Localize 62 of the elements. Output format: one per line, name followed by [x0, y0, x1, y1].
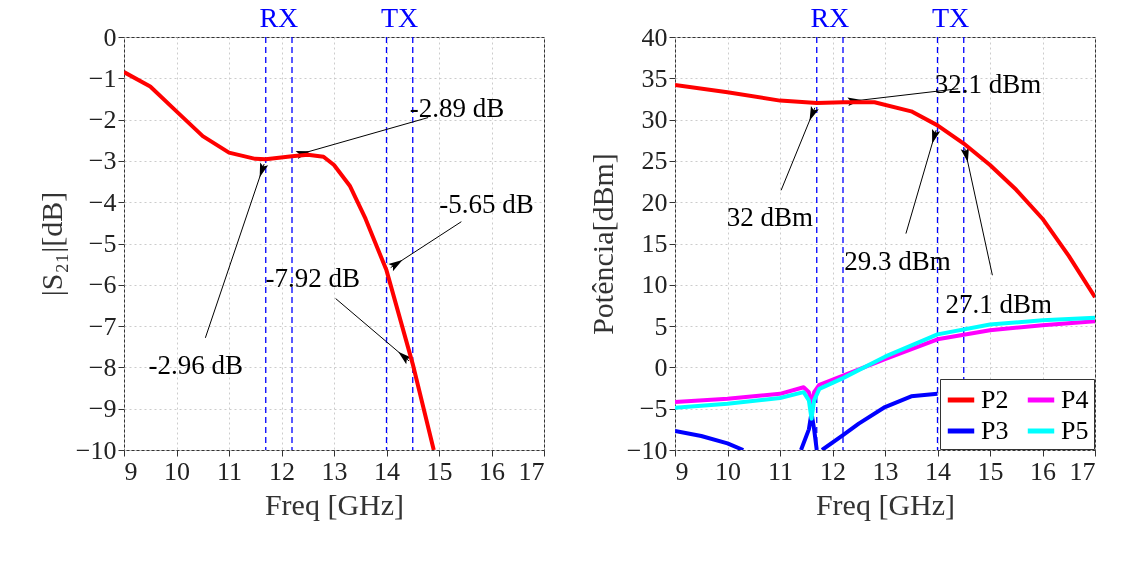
annotation: -7.92 dB — [265, 263, 360, 294]
y-tick-label: −10 — [75, 435, 117, 465]
x-tick-label: 10 — [164, 456, 190, 486]
x-tick-label: 11 — [216, 456, 243, 486]
y-tick-label: −10 — [626, 435, 668, 465]
y-tick-label: −6 — [88, 270, 117, 300]
text: RX — [810, 2, 850, 33]
annotation: 27.1 dBm — [945, 288, 1053, 319]
x-axis-title: Freq [GHz] — [815, 487, 956, 521]
annotation: -2.89 dB — [409, 93, 505, 124]
x-tick-label: 12 — [269, 456, 295, 486]
x-axis-title: Freq [GHz] — [264, 487, 405, 521]
text: TX — [931, 2, 970, 33]
x-tick-label: 17 — [1069, 456, 1096, 486]
y-tick-label: 40 — [641, 22, 668, 52]
y-tick-label: −3 — [88, 146, 117, 176]
y-tick-label: 0 — [654, 352, 668, 382]
y-axis-title: Potência[dBm] — [585, 153, 619, 335]
x-tick-label: 10 — [715, 456, 741, 486]
x-tick-label: 14 — [374, 456, 400, 486]
x-tick-label: 14 — [925, 456, 951, 486]
annotation: -5.65 dB — [439, 189, 534, 220]
x-tick-label: 16 — [479, 456, 505, 486]
text: TX — [380, 2, 419, 33]
legend-label: P3 — [981, 416, 1009, 445]
line-series — [675, 319, 1095, 407]
x-tick-label: 9 — [124, 456, 138, 486]
x-tick-label: 15 — [977, 456, 1004, 486]
x-tick-label: 11 — [767, 456, 794, 486]
x-tick-label: 13 — [321, 456, 348, 486]
x-tick-label: 12 — [820, 456, 846, 486]
annotation: 32 dBm — [726, 202, 813, 233]
x-tick-label: 9 — [675, 456, 689, 486]
y-tick-label: 5 — [654, 311, 668, 341]
y-tick-label: 30 — [641, 105, 668, 135]
line-series — [675, 315, 1095, 421]
y-tick-label: 35 — [641, 63, 668, 93]
x-tick-label: 15 — [426, 456, 453, 486]
y-tick-label: 10 — [641, 270, 668, 300]
text: RX — [259, 2, 299, 33]
legend-label: P2 — [981, 385, 1009, 414]
y-tick-label: −4 — [88, 187, 117, 217]
y-tick-label: −7 — [88, 311, 117, 341]
y-tick-label: 20 — [641, 187, 668, 217]
annotation: -2.96 dB — [148, 350, 243, 381]
y-tick-label: −5 — [88, 229, 117, 258]
y-axis-title: |S₂₁|[dB] — [34, 191, 68, 297]
y-tick-label: −8 — [88, 352, 117, 382]
y-tick-label: −2 — [88, 105, 117, 135]
x-tick-label: 13 — [872, 456, 899, 486]
x-tick-label: 17 — [518, 456, 545, 486]
legend-label: P5 — [1061, 416, 1089, 445]
annotation: 32.1 dBm — [934, 69, 1042, 100]
y-tick-label: −9 — [88, 394, 117, 424]
y-tick-label: 25 — [641, 146, 668, 176]
annotation: 29.3 dBm — [844, 246, 951, 277]
x-tick-label: 16 — [1030, 456, 1056, 486]
y-tick-label: −5 — [639, 394, 668, 424]
y-tick-label: 15 — [641, 229, 668, 258]
y-tick-label: 0 — [103, 22, 117, 52]
y-tick-label: −1 — [88, 63, 117, 93]
legend-label: P4 — [1061, 385, 1089, 414]
